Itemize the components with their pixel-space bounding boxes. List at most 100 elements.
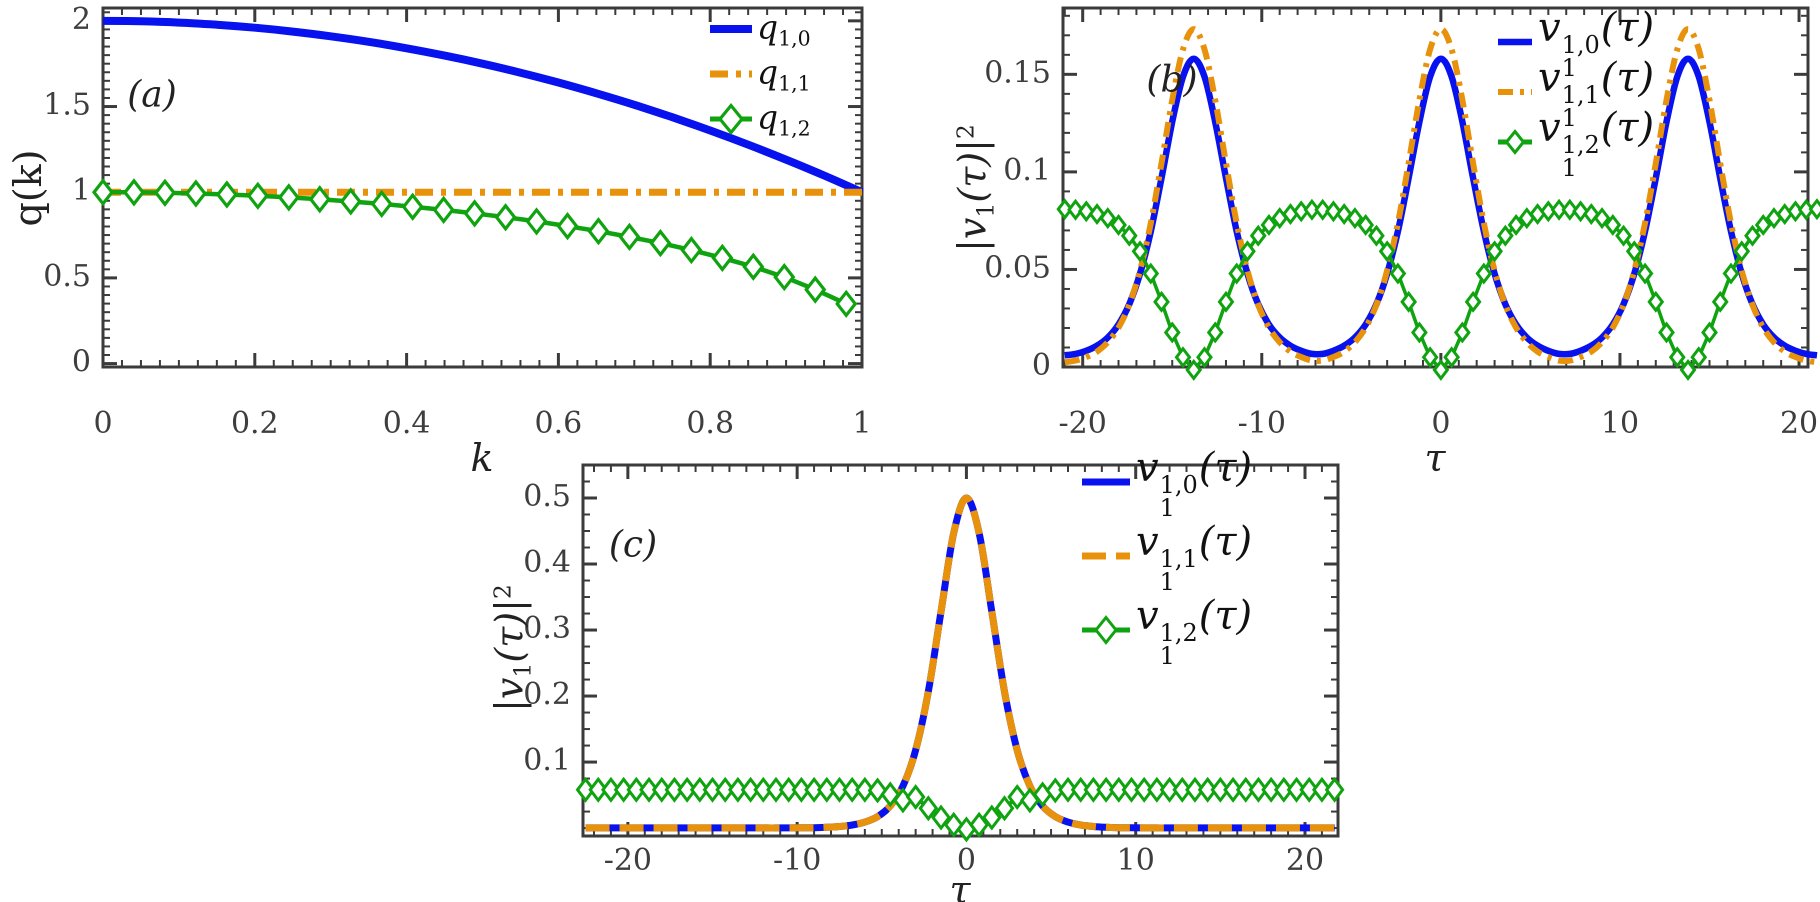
y-tick-label-c: 0.5 bbox=[523, 479, 571, 514]
diamond-marker bbox=[1249, 224, 1267, 247]
ticks-b bbox=[1063, 8, 1808, 369]
diamond-marker bbox=[1754, 213, 1772, 236]
diamond-marker bbox=[1217, 290, 1235, 313]
diamond-marker bbox=[1163, 321, 1181, 344]
diamond-marker bbox=[649, 229, 672, 258]
diamond-marker bbox=[339, 187, 362, 216]
diamond-marker bbox=[943, 811, 964, 838]
diamond-marker bbox=[1070, 776, 1091, 803]
diamond-marker bbox=[1210, 776, 1231, 803]
diamond-marker bbox=[1206, 321, 1224, 344]
diamond-marker bbox=[1185, 776, 1205, 803]
diamond-marker bbox=[1453, 321, 1471, 344]
diamond-marker bbox=[804, 776, 824, 803]
curve-a-q10 bbox=[102, 16, 864, 196]
diamond-marker bbox=[1561, 198, 1579, 221]
chart-c: -20 -10 0 10 20 0.1 0.2 0.3 0.4 0.5 bbox=[523, 463, 1345, 878]
diamond-marker bbox=[1421, 346, 1439, 369]
diamond-marker bbox=[1400, 290, 1418, 313]
diamond-marker bbox=[601, 776, 621, 803]
diamond-marker bbox=[1235, 776, 1256, 803]
diamond-marker bbox=[1007, 784, 1028, 811]
superscript: 1,0 bbox=[1561, 31, 1600, 60]
superscript: 1,0 bbox=[1159, 471, 1198, 500]
series-a-q12 bbox=[91, 178, 858, 318]
y-axis-label-a: q(k) bbox=[6, 149, 50, 227]
legend-label-a-q10: q1,0 bbox=[757, 7, 811, 51]
diamond-marker bbox=[1690, 346, 1708, 369]
superscript: 1,1 bbox=[1159, 545, 1198, 574]
x-tick-label-c: -20 bbox=[604, 843, 652, 878]
curve-c-v11 bbox=[585, 494, 1335, 832]
series-b-v12 bbox=[1056, 198, 1820, 381]
diamond-marker bbox=[677, 776, 697, 803]
diamond-marker bbox=[994, 795, 1015, 822]
diamond-marker bbox=[1475, 262, 1493, 285]
series-b-v10 bbox=[1064, 55, 1818, 359]
diamond-marker bbox=[1120, 224, 1138, 247]
legend-b bbox=[1498, 38, 1532, 155]
legend-label-a-q11: q1,1 bbox=[757, 52, 811, 96]
diamond-marker bbox=[728, 776, 748, 803]
diamond-marker bbox=[1368, 224, 1385, 247]
diamond-marker bbox=[1096, 776, 1116, 803]
legend-label-b-v10: v 1,0 1 (τ) bbox=[1538, 5, 1655, 82]
diamond-marker bbox=[1077, 200, 1095, 223]
subscript: 1 bbox=[1159, 641, 1175, 670]
curve-b-v12 bbox=[1064, 207, 1818, 372]
diamond-marker bbox=[742, 252, 765, 281]
subscript: 1 bbox=[1561, 53, 1577, 82]
y-tick-label-b: 0.1 bbox=[1003, 153, 1051, 188]
diamond-marker bbox=[639, 776, 659, 803]
diamond-marker bbox=[981, 804, 1002, 831]
diamond-marker bbox=[829, 776, 850, 803]
diamond-marker bbox=[1496, 224, 1514, 247]
diamond-marker bbox=[880, 781, 901, 808]
diamond-marker bbox=[1593, 207, 1611, 230]
x-tick-label-c: 20 bbox=[1286, 843, 1324, 878]
legend-label-c-v12: v 1,2 1 (τ) bbox=[1136, 593, 1253, 670]
diamond-marker bbox=[463, 199, 486, 228]
diamond-marker bbox=[1083, 776, 1104, 803]
diamond-marker bbox=[1131, 240, 1149, 263]
diamond-marker bbox=[1711, 290, 1729, 313]
diamond-marker bbox=[1410, 321, 1428, 344]
y-tick-label-a: 1.5 bbox=[43, 88, 91, 123]
x-tick-label-b: 20 bbox=[1780, 406, 1818, 441]
diamond-marker bbox=[905, 784, 926, 811]
diamond-marker bbox=[1722, 262, 1740, 285]
diamond-marker bbox=[689, 776, 710, 803]
superscript: 1,2 bbox=[1159, 619, 1198, 648]
x-tick-label-b: 0 bbox=[1431, 406, 1450, 441]
diamond-marker bbox=[1153, 290, 1170, 313]
x-tick-label-a: 0.8 bbox=[686, 406, 734, 441]
diamond-marker bbox=[1067, 198, 1084, 221]
diamond-marker bbox=[1335, 203, 1353, 226]
chart-b: -20 -10 0 10 20 0 0.05 0.1 0.15 bbox=[984, 6, 1820, 441]
diamond-marker bbox=[867, 777, 888, 804]
diamond-marker bbox=[153, 178, 176, 207]
diamond-marker bbox=[1172, 776, 1193, 803]
x-tick-label-c: 0 bbox=[957, 843, 976, 878]
diamond-marker bbox=[1389, 262, 1407, 285]
diamond-marker bbox=[1647, 290, 1665, 313]
diamond-marker bbox=[1443, 346, 1461, 369]
legend-a bbox=[710, 25, 752, 136]
diamond-marker bbox=[702, 776, 723, 803]
diamond-marker bbox=[575, 776, 596, 803]
diamond-marker bbox=[1346, 207, 1364, 230]
diamond-marker bbox=[791, 776, 812, 803]
diamond-marker bbox=[1088, 203, 1106, 226]
diamond-marker bbox=[1228, 262, 1246, 285]
x-tick-label-a: 0.2 bbox=[231, 406, 279, 441]
diamond-marker bbox=[1658, 321, 1675, 344]
diamond-marker bbox=[1146, 776, 1167, 803]
diamond-marker bbox=[1550, 198, 1568, 221]
legend-label-c-v11: v 1,1 1 (τ) bbox=[1136, 519, 1253, 596]
x-axis-label-c: τ bbox=[949, 868, 971, 902]
diamond-marker bbox=[1604, 213, 1622, 236]
diamond-marker bbox=[215, 180, 238, 209]
y-tick-label-c: 0.1 bbox=[523, 743, 571, 778]
diamond-marker bbox=[715, 776, 736, 803]
